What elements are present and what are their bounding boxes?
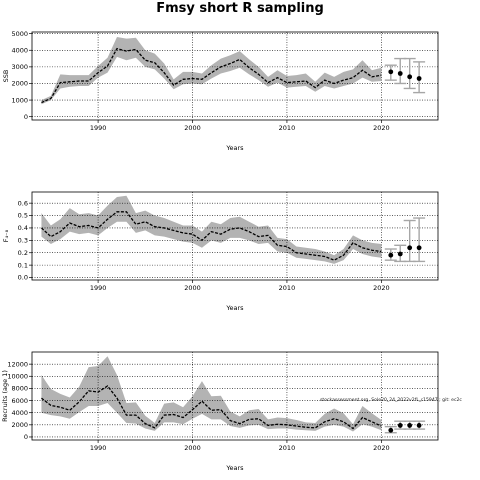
recruits-y-tick-label: 10000	[7, 372, 28, 380]
fishing-mortality-forecast-point	[397, 251, 403, 257]
recruits-x-tick-label: 2010	[279, 444, 296, 452]
recruits-forecast-point	[397, 423, 403, 428]
fishing-mortality-y-tick-label: 0.4	[18, 224, 28, 232]
fishing-mortality-forecast-point	[388, 252, 394, 258]
fishing-mortality-estimate-line	[41, 211, 382, 261]
recruits-confidence-band	[41, 356, 382, 432]
ssb-plot-frame	[31, 31, 439, 121]
ssb-y-tick-label: 0	[24, 113, 28, 121]
recruits-y-tick-label: 6000	[11, 397, 28, 405]
recruits-y-tick-label: 8000	[11, 385, 28, 393]
fishing-mortality-forecast-errorbar	[403, 219, 416, 263]
recruits-y-tick-label: 12000	[7, 360, 28, 368]
ssb-forecast-point	[416, 76, 422, 81]
recruits-x-tick-label: 2000	[184, 444, 201, 452]
recruits-forecast-point	[388, 427, 394, 433]
fishing-mortality-y-tick-label: 0.1	[18, 261, 28, 269]
recruits-x-tick-label: 1990	[90, 444, 107, 452]
fishing-mortality-x-tick-label: 1990	[90, 284, 107, 292]
recruits-forecast-point	[416, 423, 422, 428]
ssb-y-axis-title: SSB	[2, 70, 10, 83]
fishing-mortality-x-axis-title: Years	[225, 304, 244, 312]
fishing-mortality-y-tick-label: 0.2	[18, 249, 28, 257]
recruits-y-tick-label: 4000	[11, 409, 28, 417]
fishing-mortality-y-axis-title: F₄₋₈	[2, 229, 10, 242]
ssb-x-tick-label: 2010	[279, 124, 296, 132]
recruits-plot-frame	[31, 351, 439, 441]
ssb-y-tick-label: 3000	[11, 63, 28, 71]
fishing-mortality-forecast-errorbar	[413, 217, 426, 263]
ssb-x-tick-label: 2000	[184, 124, 201, 132]
fishing-mortality-x-tick-label: 2000	[184, 284, 201, 292]
fishing-mortality-x-tick-label: 2010	[279, 284, 296, 292]
figure-title: Fmsy short R sampling	[156, 1, 324, 16]
panel-ssb: 1990 2000 2010 2020 0 1000 2000 3000 4000 5000 Yea…	[2, 30, 439, 152]
ssb-y-tick-label: 2000	[11, 80, 28, 88]
ssb-x-tick-label: 1990	[90, 124, 107, 132]
recruits-x-axis-title: Years	[225, 464, 244, 472]
recruits-y-tick-label: 2000	[11, 421, 28, 429]
ssb-forecast-point	[397, 71, 403, 76]
panel-recruits: 1990 2000 2010 2020 0 2000 4000 6000 8000 10000 12…	[1, 351, 439, 472]
recruits-forecast-point	[407, 423, 413, 428]
fishing-mortality-forecast-point	[407, 245, 413, 251]
ssb-confidence-band	[41, 36, 382, 105]
panels: 1990 2000 2010 2020 0 1000 2000 3000 4000 5000 Yea…	[1, 30, 439, 472]
fishing-mortality-y-tick-label: 0.0	[18, 274, 28, 282]
ssb-estimate-line	[41, 47, 382, 104]
ssb-x-tick-label: 2020	[373, 124, 390, 132]
fishing-mortality-y-tick-label: 0.5	[18, 212, 28, 220]
fishing-mortality-x-tick-label: 2020	[373, 284, 390, 292]
recruits-estimate-line	[41, 385, 382, 430]
fishing-mortality-plot-frame	[31, 191, 439, 281]
ssb-x-axis-title: Years	[225, 144, 244, 152]
recruits-y-axis-title: Recruits (age 1)	[1, 370, 9, 422]
fishing-mortality-confidence-band	[41, 195, 382, 264]
ssb-forecast-errorbar	[403, 57, 416, 90]
fishing-mortality-forecast-point	[416, 245, 422, 251]
recruits-y-tick-label: 0	[24, 433, 28, 441]
fishing-mortality-y-tick-label: 0.6	[18, 199, 28, 207]
ssb-forecast-point	[388, 69, 394, 75]
ssb-y-tick-label: 5000	[11, 30, 28, 38]
source-annotation: stockassessment.org, Sole20_24_2022v2fL_…	[320, 397, 462, 403]
ssb-y-tick-label: 4000	[11, 46, 28, 54]
recruits-x-tick-label: 2020	[373, 444, 390, 452]
fishing-mortality-y-tick-label: 0.3	[18, 237, 28, 245]
panel-fishing-mortality: 1990 2000 2010 2020 0.0 0.1 0.2 0.3 0.4 0.5 0.6 Yea…	[2, 191, 439, 312]
ssb-y-tick-label: 1000	[11, 96, 28, 104]
ssb-forecast-point	[407, 74, 413, 80]
